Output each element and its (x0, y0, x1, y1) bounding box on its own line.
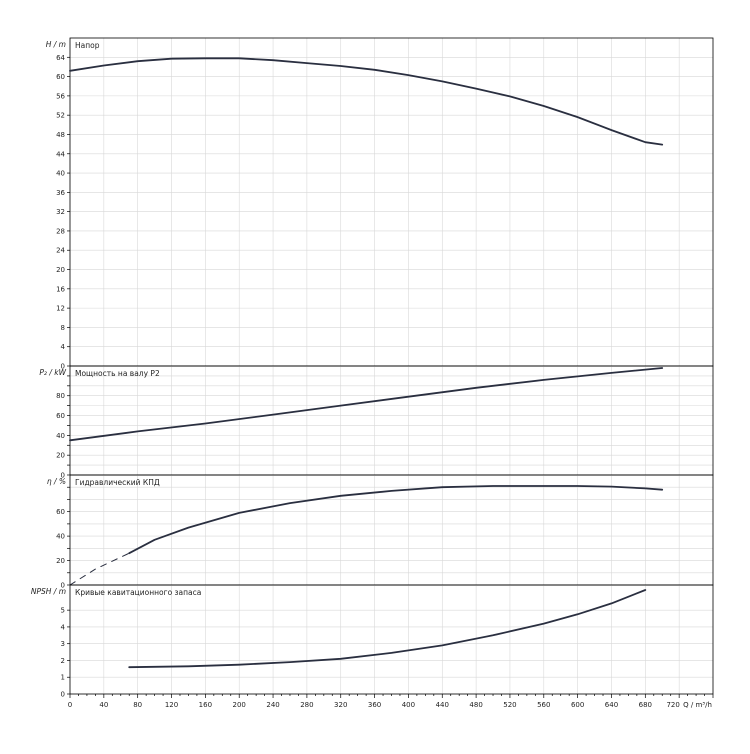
y-tick-label: 0 (61, 472, 65, 480)
y-tick-label: 8 (61, 324, 65, 332)
y-tick-label: 0 (61, 582, 65, 590)
y-axis-title: η / % (47, 477, 66, 486)
panel-npsh: 0 1 2 3 4 5 NPSH / m Кривые кавитационного запа… (31, 584, 714, 699)
x-tick-label: 240 (266, 701, 279, 709)
panel-title: Кривые кавитационного запаса (75, 588, 201, 597)
y-tick-label: 1 (61, 674, 65, 682)
y-tick-label: 28 (56, 227, 65, 235)
x-tick-label: 560 (537, 701, 550, 709)
y-tick-label: 32 (56, 208, 65, 216)
y-tick-label: 80 (56, 392, 65, 400)
y-tick-label: 52 (56, 112, 65, 120)
y-tick-label: 64 (56, 54, 65, 62)
x-tick-label: 280 (300, 701, 313, 709)
y-tick-label: 40 (56, 170, 65, 178)
y-tick-label: 60 (56, 508, 65, 516)
y-tick-label: 40 (56, 533, 65, 541)
x-tick-label: 360 (368, 701, 381, 709)
x-tick-label: 80 (133, 701, 142, 709)
y-tick-label: 20 (56, 266, 65, 274)
x-axis: 0 40 80 120 160 200 240 280 320 360 400 440 480 520 56… (68, 694, 714, 709)
x-tick-label: 40 (99, 701, 108, 709)
x-tick-label: 640 (605, 701, 618, 709)
x-axis-title: Q / m³/h (683, 701, 712, 709)
y-axis-title: NPSH / m (31, 587, 66, 596)
panel-title: Напор (75, 41, 100, 50)
series-efficiency-0 (69, 552, 130, 586)
y-tick-label: 4 (61, 343, 66, 351)
y-tick-label: 0 (61, 363, 65, 371)
series-efficiency-1 (128, 485, 664, 555)
panel-frame (69, 365, 714, 476)
y-tick-label: 44 (56, 150, 65, 158)
panel-efficiency: 0 20 40 60 η / % Гидравлический КПД (47, 474, 714, 590)
y-tick-label: 4 (61, 623, 66, 631)
y-tick-label: 20 (56, 557, 65, 565)
y-tick-label: 12 (56, 305, 65, 313)
panel-frame (69, 37, 714, 367)
x-tick-label: 400 (402, 701, 415, 709)
x-tick-label: 0 (68, 701, 72, 709)
y-tick-label: 5 (61, 607, 65, 615)
y-tick-label: 20 (56, 452, 65, 460)
x-tick-label: 600 (571, 701, 584, 709)
x-tick-label: 160 (199, 701, 212, 709)
x-tick-label: 720 (666, 701, 679, 709)
y-tick-label: 2 (61, 657, 65, 665)
panel-power: 0 20 40 60 80 P₂ / kW Мощность на валу P2 (39, 365, 714, 480)
y-tick-label: 48 (56, 131, 65, 139)
y-tick-label: 16 (56, 285, 65, 293)
y-tick-label: 36 (56, 189, 65, 197)
y-axis-title: H / m (46, 40, 66, 49)
series-npsh-0 (128, 589, 647, 669)
x-tick-label: 480 (469, 701, 482, 709)
panel-title: Мощность на валу P2 (75, 369, 160, 378)
y-tick-label: 56 (56, 92, 65, 100)
y-tick-label: 40 (56, 432, 65, 440)
y-tick-label: 60 (56, 412, 65, 420)
y-tick-label: 24 (56, 247, 65, 255)
series-power-0 (69, 367, 664, 442)
panel-title: Гидравлический КПД (75, 478, 160, 487)
y-tick-label: 0 (61, 691, 65, 699)
y-tick-label: 60 (56, 73, 65, 81)
x-tick-label: 680 (639, 701, 652, 709)
x-tick-label: 120 (165, 701, 178, 709)
x-tick-label: 200 (233, 701, 246, 709)
x-tick-label: 520 (503, 701, 516, 709)
y-tick-label: 3 (61, 640, 65, 648)
x-tick-label: 320 (334, 701, 347, 709)
x-tick-label: 440 (436, 701, 449, 709)
series-head-0 (69, 57, 664, 146)
y-axis-title: P₂ / kW (39, 368, 66, 377)
